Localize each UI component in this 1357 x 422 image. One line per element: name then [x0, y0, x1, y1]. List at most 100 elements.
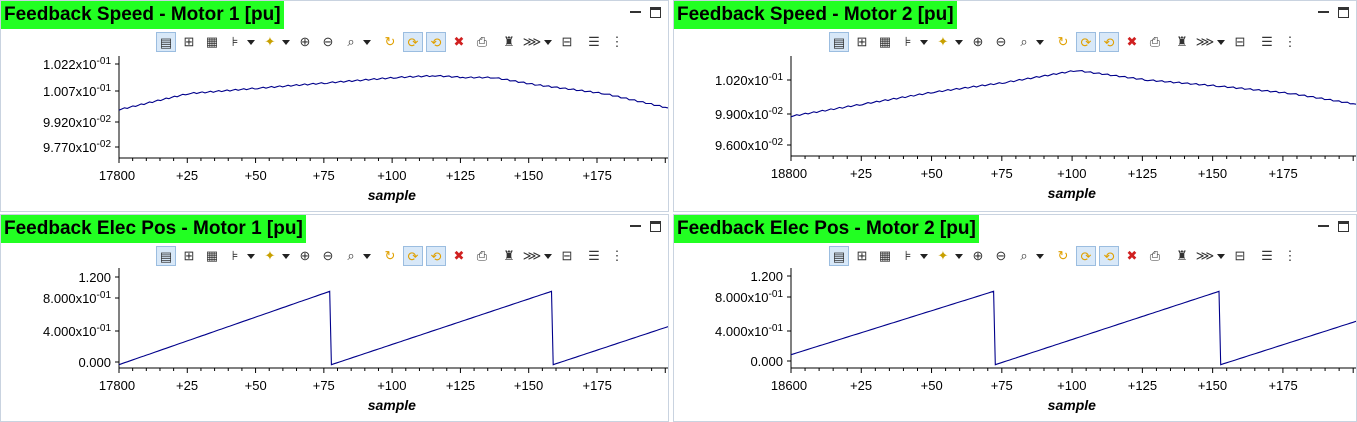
chevron-down-icon[interactable]	[955, 40, 963, 45]
continuous-refresh-icon[interactable]: ⟳	[1076, 246, 1096, 266]
maximize-button[interactable]	[1338, 221, 1349, 232]
auto-scale-icon[interactable]: ⟲	[1099, 32, 1119, 52]
zoom-out-icon[interactable]: ⊖	[322, 248, 334, 263]
export-icon[interactable]: ⎙	[476, 248, 488, 263]
zoom-in-icon[interactable]: ⊕	[299, 248, 311, 263]
more-icon[interactable]: ⋮	[610, 248, 624, 263]
star-marker-icon[interactable]: ✦	[937, 34, 949, 49]
measurement-icon[interactable]: ▦	[205, 248, 219, 263]
data-format-icon[interactable]: ⋙	[1195, 34, 1215, 49]
data-marker-icon[interactable]: ⊧	[231, 34, 239, 49]
chevron-down-icon[interactable]	[282, 254, 290, 259]
chevron-down-icon[interactable]	[1217, 254, 1225, 259]
zoom-in-icon[interactable]: ⊕	[972, 248, 984, 263]
data-marker-icon[interactable]: ⊧	[904, 34, 912, 49]
more-icon[interactable]: ⋮	[610, 34, 624, 49]
data-format-icon[interactable]: ⋙	[522, 248, 542, 263]
measurement-icon[interactable]: ▦	[878, 34, 892, 49]
data-marker-icon[interactable]: ⊧	[231, 248, 239, 263]
graph-properties-icon[interactable]: ▤	[156, 246, 176, 266]
clear-icon[interactable]: ✖	[453, 34, 465, 49]
maximize-button[interactable]	[1338, 7, 1349, 18]
add-cursor-icon[interactable]: ⊞	[856, 248, 868, 263]
zoom-in-icon[interactable]: ⊕	[972, 34, 984, 49]
data-marker-icon[interactable]: ⊧	[904, 248, 912, 263]
add-cursor-icon[interactable]: ⊞	[183, 34, 195, 49]
export-icon[interactable]: ⎙	[1149, 34, 1161, 49]
star-marker-icon[interactable]: ✦	[264, 248, 276, 263]
refresh-icon[interactable]: ↻	[384, 34, 396, 49]
add-cursor-icon[interactable]: ⊞	[856, 34, 868, 49]
chevron-down-icon[interactable]	[955, 254, 963, 259]
minimize-button[interactable]	[630, 221, 641, 227]
save-icon[interactable]: ⊟	[1234, 34, 1246, 49]
save-icon[interactable]: ⊟	[561, 34, 573, 49]
plot-area[interactable]: 18800 +25 +50 +75 +100 +125 +150 +175 sample 1.02…	[674, 1, 1357, 212]
star-marker-icon[interactable]: ✦	[264, 34, 276, 49]
zoom-fit-icon[interactable]: ⌕	[347, 248, 355, 263]
data-format-icon[interactable]: ⋙	[522, 34, 542, 49]
pin-icon[interactable]: ♜	[1176, 34, 1188, 49]
clear-icon[interactable]: ✖	[1126, 34, 1138, 49]
pin-icon[interactable]: ♜	[503, 248, 515, 263]
more-icon[interactable]: ⋮	[1283, 34, 1297, 49]
zoom-out-icon[interactable]: ⊖	[322, 34, 334, 49]
pin-icon[interactable]: ♜	[1176, 248, 1188, 263]
export-icon[interactable]: ⎙	[1149, 248, 1161, 263]
graph-properties-icon[interactable]: ▤	[156, 32, 176, 52]
legend-icon[interactable]: ☰	[588, 34, 600, 49]
plot-area[interactable]: 17800 +25 +50 +75 +100 +125 +150 +175 sample 1.20…	[1, 215, 669, 422]
graph-properties-icon[interactable]: ▤	[829, 246, 849, 266]
zoom-fit-icon[interactable]: ⌕	[1020, 248, 1028, 263]
chevron-down-icon[interactable]	[363, 40, 371, 45]
chevron-down-icon[interactable]	[247, 40, 255, 45]
chevron-down-icon[interactable]	[247, 254, 255, 259]
refresh-icon[interactable]: ↻	[1057, 248, 1069, 263]
chevron-down-icon[interactable]	[920, 254, 928, 259]
continuous-refresh-icon[interactable]: ⟳	[1076, 32, 1096, 52]
graph-properties-icon[interactable]: ▤	[829, 32, 849, 52]
legend-icon[interactable]: ☰	[1261, 34, 1273, 49]
chevron-down-icon[interactable]	[544, 254, 552, 259]
clear-icon[interactable]: ✖	[1126, 248, 1138, 263]
measurement-icon[interactable]: ▦	[878, 248, 892, 263]
more-icon[interactable]: ⋮	[1283, 248, 1297, 263]
legend-icon[interactable]: ☰	[588, 248, 600, 263]
chevron-down-icon[interactable]	[282, 40, 290, 45]
auto-scale-icon[interactable]: ⟲	[426, 32, 446, 52]
clear-icon[interactable]: ✖	[453, 248, 465, 263]
export-icon[interactable]: ⎙	[476, 34, 488, 49]
auto-scale-icon[interactable]: ⟲	[1099, 246, 1119, 266]
pin-icon[interactable]: ♜	[503, 34, 515, 49]
chevron-down-icon[interactable]	[920, 40, 928, 45]
continuous-refresh-icon[interactable]: ⟳	[403, 32, 423, 52]
maximize-button[interactable]	[650, 7, 661, 18]
refresh-icon[interactable]: ↻	[1057, 34, 1069, 49]
legend-icon[interactable]: ☰	[1261, 248, 1273, 263]
zoom-in-icon[interactable]: ⊕	[299, 34, 311, 49]
plot-area[interactable]: 18600 +25 +50 +75 +100 +125 +150 +175 sample 1.20…	[674, 215, 1357, 422]
star-marker-icon[interactable]: ✦	[937, 248, 949, 263]
zoom-fit-icon[interactable]: ⌕	[347, 34, 355, 49]
measurement-icon[interactable]: ▦	[205, 34, 219, 49]
zoom-fit-icon[interactable]: ⌕	[1020, 34, 1028, 49]
add-cursor-icon[interactable]: ⊞	[183, 248, 195, 263]
refresh-icon[interactable]: ↻	[384, 248, 396, 263]
plot-area[interactable]: 17800 +25 +50 +75 +100 +125 +150 +175 sample 1.02…	[1, 1, 669, 212]
save-icon[interactable]: ⊟	[561, 248, 573, 263]
chevron-down-icon[interactable]	[1036, 40, 1044, 45]
chevron-down-icon[interactable]	[363, 254, 371, 259]
data-format-icon[interactable]: ⋙	[1195, 248, 1215, 263]
chevron-down-icon[interactable]	[1217, 40, 1225, 45]
minimize-button[interactable]	[630, 7, 641, 13]
zoom-out-icon[interactable]: ⊖	[995, 34, 1007, 49]
minimize-button[interactable]	[1318, 221, 1329, 227]
zoom-out-icon[interactable]: ⊖	[995, 248, 1007, 263]
chevron-down-icon[interactable]	[1036, 254, 1044, 259]
auto-scale-icon[interactable]: ⟲	[426, 246, 446, 266]
continuous-refresh-icon[interactable]: ⟳	[403, 246, 423, 266]
minimize-button[interactable]	[1318, 7, 1329, 13]
save-icon[interactable]: ⊟	[1234, 248, 1246, 263]
chevron-down-icon[interactable]	[544, 40, 552, 45]
maximize-button[interactable]	[650, 221, 661, 232]
